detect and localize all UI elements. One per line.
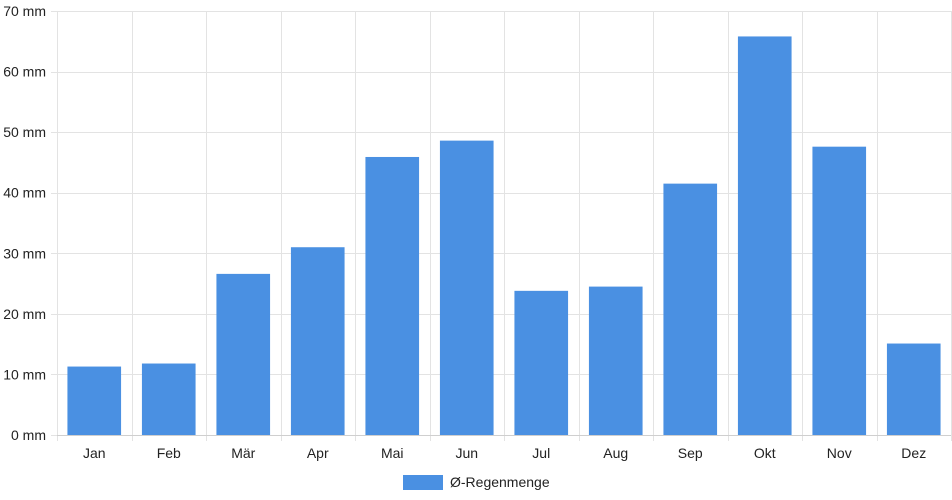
x-tick-label: Jul xyxy=(532,445,550,461)
gridlines xyxy=(51,11,952,441)
legend-swatch[interactable] xyxy=(403,475,443,490)
y-tick-label: 40 mm xyxy=(3,185,46,201)
bar-feb[interactable] xyxy=(141,363,196,435)
x-tick-label: Feb xyxy=(157,445,181,461)
x-tick-label: Jun xyxy=(455,445,478,461)
y-tick-label: 70 mm xyxy=(3,3,46,19)
bars xyxy=(67,36,941,435)
bar-okt[interactable] xyxy=(737,36,792,435)
y-tick-label: 30 mm xyxy=(3,245,46,261)
x-tick-label: Aug xyxy=(603,445,628,461)
x-tick-label: Nov xyxy=(827,445,852,461)
bar-sep[interactable] xyxy=(663,183,718,435)
bar-nov[interactable] xyxy=(812,146,867,435)
bar-jul[interactable] xyxy=(514,290,569,435)
bar-jun[interactable] xyxy=(439,140,494,435)
legend[interactable]: Ø-Regenmenge xyxy=(403,474,550,490)
x-tick-label: Jan xyxy=(83,445,106,461)
y-tick-label: 60 mm xyxy=(3,64,46,80)
x-tick-label: Mai xyxy=(381,445,404,461)
x-tick-label: Apr xyxy=(307,445,329,461)
y-tick-label: 0 mm xyxy=(11,427,46,443)
bar-mai[interactable] xyxy=(365,156,420,435)
bar-apr[interactable] xyxy=(290,247,345,435)
y-tick-label: 10 mm xyxy=(3,366,46,382)
y-tick-label: 50 mm xyxy=(3,124,46,140)
bar-aug[interactable] xyxy=(588,286,643,435)
x-tick-label: Mär xyxy=(231,445,255,461)
bar-dez[interactable] xyxy=(886,343,941,435)
bar-jan[interactable] xyxy=(67,366,122,435)
y-tick-label: 20 mm xyxy=(3,306,46,322)
x-tick-label: Dez xyxy=(901,445,926,461)
x-axis: Jan Feb Mär Apr Mai Jun Jul Aug Sep Okt Nov Dez xyxy=(57,435,951,461)
y-axis: 0 mm 10 mm 20 mm 30 mm 40 mm 50 mm 60 mm 70 mm xyxy=(3,3,46,443)
x-tick-label: Okt xyxy=(754,445,776,461)
legend-label-series[interactable]: Ø-Regenmenge xyxy=(450,474,550,490)
x-tick-label: Sep xyxy=(678,445,703,461)
bar-mär[interactable] xyxy=(216,273,271,435)
